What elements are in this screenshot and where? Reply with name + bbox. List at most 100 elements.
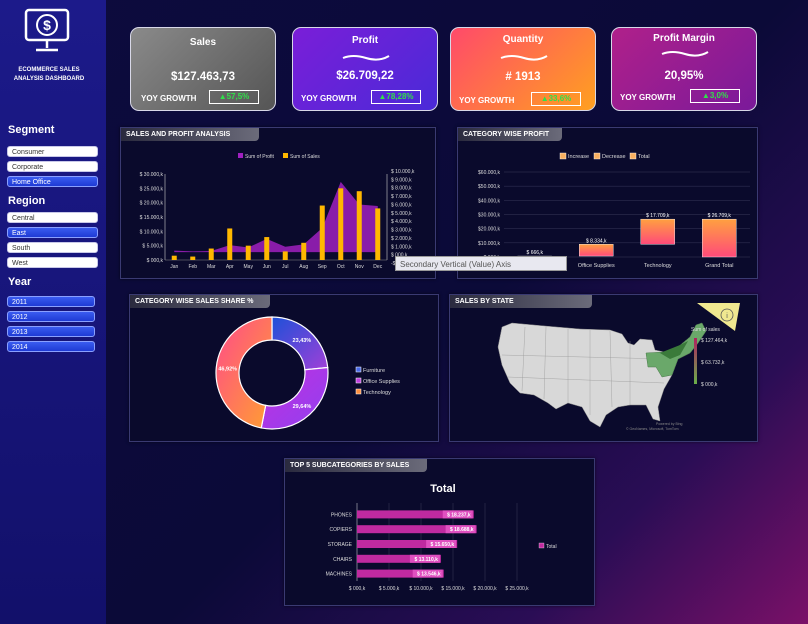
- donut-slice-office-supplies: [261, 367, 328, 429]
- y2-tick-label: $ 2.000,k: [391, 236, 412, 242]
- sales-by-state-panel: SALES BY STATE i Sum of sales $ 127.464,k $…: [449, 294, 758, 442]
- slicer-segment-home-office[interactable]: Home Office: [7, 176, 98, 187]
- x-tick-label: Dec: [373, 264, 382, 270]
- data-label: $ 13.546,k: [417, 572, 441, 578]
- kpi-sales-growth: ▲57,5%: [209, 90, 259, 104]
- data-label: $ 18.237,k: [447, 512, 471, 518]
- x-tick-label: Jul: [282, 264, 288, 270]
- y-tick-label: $20.000,k: [478, 227, 500, 233]
- axis-tooltip: Secondary Vertical (Value) Axis: [395, 256, 567, 271]
- y-tick-label: $ 20.000,k: [140, 201, 164, 207]
- legend-colorbar: [694, 338, 697, 384]
- slicer-segment-corporate[interactable]: Corporate: [7, 161, 98, 172]
- sales-bar-feb: [190, 257, 195, 260]
- data-label: 23,43%: [293, 338, 312, 344]
- legend-swatch-total: [630, 153, 636, 159]
- legend-swatch-profit: [238, 153, 243, 158]
- y-tick-label: MACHINES: [326, 572, 353, 578]
- us-map-shape: [498, 323, 706, 427]
- x-tick-label: Office Supplies: [578, 263, 615, 269]
- kpi-profit-margin-value: 20,95%: [612, 70, 756, 82]
- map-credit: Powered by Bing: [656, 422, 683, 426]
- waterfall-bar-office-supplies: [579, 244, 613, 256]
- legend-swatch: [356, 378, 361, 383]
- y2-tick-label: $ 9.000,k: [391, 177, 412, 183]
- slicer-year-2014[interactable]: 2014: [7, 341, 95, 352]
- slicer-region-west[interactable]: West: [7, 257, 98, 268]
- data-label: $ 13.110,k: [415, 557, 439, 563]
- legend-swatch-decrease: [594, 153, 600, 159]
- x-tick-label: Sep: [318, 264, 327, 270]
- data-label: 29,64%: [293, 404, 312, 410]
- y2-tick-label: $ 6.000,k: [391, 202, 412, 208]
- slicer-region-central[interactable]: Central: [7, 212, 98, 223]
- kpi-quantity-value: # 1913: [451, 71, 595, 83]
- legend-swatch: [356, 389, 361, 394]
- sales-bar-jan: [172, 256, 177, 260]
- legend-label-total: Total: [638, 154, 650, 160]
- y-tick-label: CHAIRS: [333, 557, 353, 563]
- legend-title: Sum of sales: [691, 327, 720, 333]
- slicer-region-south[interactable]: South: [7, 242, 98, 253]
- legend-label: Office Supplies: [363, 379, 400, 385]
- y-tick-label: $ 25.000,k: [140, 186, 164, 192]
- y-tick-label: $ 10.000,k: [140, 229, 164, 235]
- legend-label: Furniture: [363, 368, 385, 374]
- legend-label-decrease: Decrease: [602, 154, 626, 160]
- region-heading: Region: [8, 195, 45, 207]
- legend-label: Technology: [363, 390, 391, 396]
- kpi-profit-margin-card: Profit Margin 20,95% YOY GROWTH ▲3,0%: [611, 27, 757, 111]
- legend-value: $ 000,k: [701, 382, 718, 388]
- legend-swatch: [539, 543, 544, 548]
- x-tick-label: Oct: [337, 264, 345, 270]
- chart-title: Total: [430, 483, 455, 495]
- y-tick-label: $40.000,k: [478, 198, 500, 204]
- data-label: 46,92%: [218, 367, 237, 373]
- category-share-panel: CATEGORY WISE SALES SHARE % 23,43% 29,64%…: [129, 294, 439, 442]
- x-tick-label: Apr: [226, 264, 234, 270]
- dashboard-logo-icon: $: [22, 6, 72, 56]
- sales-bar-sep: [320, 206, 325, 260]
- top5-panel: TOP 5 SUBCATEGORIES BY SALES Total $ 000,…: [284, 458, 595, 606]
- sales-bar-apr: [227, 228, 232, 260]
- kpi-quantity-card: Quantity # 1913 YOY GROWTH ▲33,6%: [450, 27, 596, 111]
- x-tick-label: Aug: [299, 264, 308, 270]
- legend-swatch-sales: [283, 153, 288, 158]
- kpi-quantity-yoy-label: YOY GROWTH: [459, 96, 514, 105]
- y-tick-label: $50.000,k: [478, 184, 500, 190]
- legend-value: $ 63.732,k: [701, 360, 725, 366]
- slicer-year-2013[interactable]: 2013: [7, 326, 95, 337]
- kpi-profit-title: Profit: [293, 35, 437, 46]
- waterfall-bar-technology: [641, 219, 675, 244]
- slicer-year-2011[interactable]: 2011: [7, 296, 95, 307]
- x-tick-label: May: [244, 264, 254, 270]
- x-tick-label: $ 20.000,k: [473, 586, 497, 592]
- sales-bar-oct: [338, 188, 343, 260]
- legend-value: $ 127.464,k: [701, 338, 728, 344]
- kpi-profit-value: $26.709,22: [293, 70, 437, 82]
- data-label: $ 18.688,k: [450, 527, 474, 533]
- kpi-sales-value: $127.463,73: [131, 71, 275, 83]
- y2-tick-label: $ 7.000,k: [391, 194, 412, 200]
- slicer-segment-consumer[interactable]: Consumer: [7, 146, 98, 157]
- map-credit: © GeoNames, Microsoft, TomTom: [626, 427, 679, 431]
- kpi-profit-wave-icon: [341, 52, 391, 62]
- slicer-region-east[interactable]: East: [7, 227, 98, 238]
- y2-tick-label: $ 8.000,k: [391, 186, 412, 192]
- kpi-quantity-growth: ▲33,6%: [531, 92, 581, 106]
- data-label: $ 17.709,k: [646, 213, 670, 219]
- sales-bar-aug: [301, 243, 306, 260]
- data-label: $ 26.709,k: [708, 213, 732, 219]
- x-tick-label: $ 5.000,k: [379, 586, 400, 592]
- kpi-profit-margin-title: Profit Margin: [612, 33, 756, 44]
- x-tick-label: Feb: [188, 264, 197, 270]
- y2-tick-label: $ 3.000,k: [391, 228, 412, 234]
- slicer-year-2012[interactable]: 2012: [7, 311, 95, 322]
- y2-tick-label: $ 5.000,k: [391, 211, 412, 217]
- app-title-line1: ECOMMERCE SALES: [0, 66, 98, 75]
- legend-swatch: [356, 367, 361, 372]
- sales-bar-jul: [283, 251, 288, 260]
- top5-chart: Total $ 000,k $ 5.000,k $ 10.000,k $ 15.000,…: [285, 459, 596, 607]
- kpi-quantity-wave-icon: [499, 52, 549, 62]
- data-label: $ 8.334,k: [586, 238, 607, 244]
